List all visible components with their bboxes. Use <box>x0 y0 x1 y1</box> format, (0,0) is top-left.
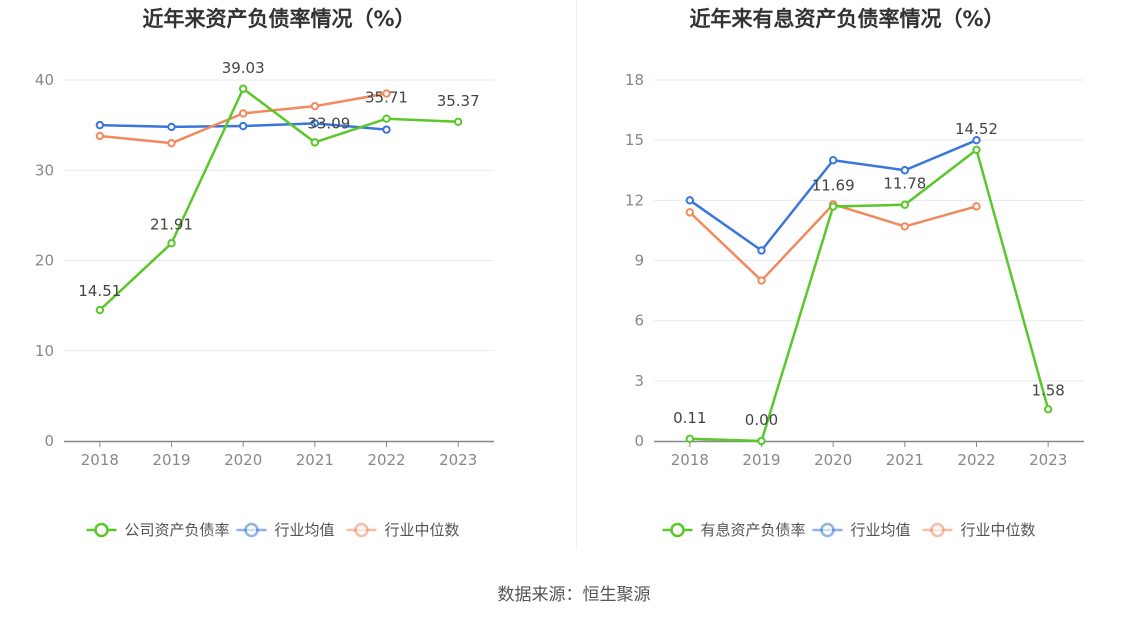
legend-swatch-marker <box>354 522 369 538</box>
data-label: 11.69 <box>812 177 855 195</box>
x-tick-label: 2022 <box>367 451 405 469</box>
y-tick-label: 30 <box>35 161 54 179</box>
data-label: 0.11 <box>673 409 706 427</box>
chart-title: 近年来有息资产负债率情况（%） <box>689 7 1004 31</box>
legend-item-company[interactable]: 公司资产负债率 <box>86 521 230 539</box>
x-tick-label: 2023 <box>439 451 477 469</box>
data-point-company[interactable] <box>453 117 463 126</box>
legend-label: 行业中位数 <box>385 521 460 539</box>
data-point-industry_median[interactable] <box>167 138 176 148</box>
data-point-company[interactable] <box>95 305 105 315</box>
chart-svg: 近年来资产负债率情况（%） 0 10 20 30 40 2018 2019 2020 2021 20… <box>35 7 494 539</box>
y-tick-label: 18 <box>625 71 644 89</box>
x-tick-label: 2022 <box>957 451 995 469</box>
data-point-industry_median[interactable] <box>900 222 910 231</box>
data-point-industry_median[interactable] <box>972 202 981 211</box>
y-tick-label: 9 <box>634 252 644 270</box>
chart-svg: 近年来有息资产负债率情况（%） 0 3 6 9 12 15 18 2018 2019 2020 202… <box>625 7 1084 539</box>
y-tick-label: 6 <box>634 312 644 330</box>
legend-swatch-marker <box>820 522 835 538</box>
legend-swatch-marker <box>930 522 945 538</box>
chart-title: 近年来资产负债率情况（%） <box>142 7 415 31</box>
data-label: 0.00 <box>745 411 778 429</box>
data-point-industry_median[interactable] <box>757 276 766 285</box>
data-point-industry_median[interactable] <box>685 208 695 217</box>
legend-item-industry_median[interactable]: 行业中位数 <box>346 521 460 539</box>
data-point-company[interactable] <box>167 239 176 248</box>
y-tick-label: 12 <box>625 191 644 209</box>
series-line-industry_median <box>688 203 977 282</box>
data-point-industry_avg[interactable] <box>900 166 910 175</box>
y-tick-label: 15 <box>625 131 644 149</box>
y-tick-label: 0 <box>634 432 644 450</box>
data-point-company[interactable] <box>900 200 910 209</box>
data-point-industry_median[interactable] <box>310 101 320 111</box>
x-tick-label: 2020 <box>814 451 852 469</box>
data-label: 35.37 <box>437 92 480 110</box>
data-point-company[interactable] <box>238 84 248 93</box>
data-point-company[interactable] <box>972 145 981 154</box>
data-point-industry_avg[interactable] <box>685 196 695 205</box>
legend-label: 行业均值 <box>275 521 335 539</box>
y-tick-label: 10 <box>35 342 54 360</box>
data-point-industry_median[interactable] <box>238 109 248 118</box>
data-point-industry_avg[interactable] <box>310 119 320 128</box>
data-label: 14.51 <box>78 282 121 300</box>
data-label: 35.71 <box>365 89 408 107</box>
data-point-company[interactable] <box>310 138 320 147</box>
data-label: 21.91 <box>150 215 193 233</box>
legend-label: 行业均值 <box>851 521 911 539</box>
data-point-industry_avg[interactable] <box>972 135 981 145</box>
data-label: 1.58 <box>1031 381 1064 399</box>
data-point-industry_avg[interactable] <box>95 120 105 130</box>
data-point-industry_avg[interactable] <box>382 125 391 134</box>
x-tick-label: 2019 <box>742 451 780 469</box>
chart-panel-interest-debt-ratio: 近年来有息资产负债率情况（%） 0 3 6 9 12 15 18 2018 2019 2020 202… <box>576 0 1148 560</box>
y-tick-label: 0 <box>44 432 54 450</box>
series-line-company <box>98 87 459 311</box>
legend-item-company[interactable]: 有息资产负债率 <box>662 521 806 539</box>
legend-item-industry_avg[interactable]: 行业均值 <box>812 521 911 539</box>
panel-divider <box>576 0 577 550</box>
x-tick-label: 2018 <box>81 451 119 469</box>
data-point-industry_avg[interactable] <box>828 156 838 165</box>
legend-swatch-marker <box>94 522 109 538</box>
x-tick-label: 2020 <box>224 451 262 469</box>
data-point-company[interactable] <box>685 434 695 443</box>
data-label: 39.03 <box>222 59 265 77</box>
data-point-company[interactable] <box>1043 405 1053 414</box>
data-point-industry_avg[interactable] <box>757 246 766 255</box>
data-point-industry_median[interactable] <box>95 131 105 141</box>
data-point-company[interactable] <box>757 436 766 446</box>
x-tick-label: 2018 <box>671 451 709 469</box>
legend-swatch-marker <box>244 522 259 538</box>
data-point-industry_median[interactable] <box>382 89 391 98</box>
data-label: 11.78 <box>883 175 926 193</box>
x-tick-label: 2021 <box>296 451 334 469</box>
data-label: 14.52 <box>955 120 998 138</box>
x-tick-label: 2021 <box>886 451 924 469</box>
x-tick-label: 2019 <box>152 451 190 469</box>
y-tick-label: 40 <box>35 71 54 89</box>
data-point-company[interactable] <box>382 114 391 123</box>
data-label: 33.09 <box>307 114 350 132</box>
chart-panel-debt-ratio: 近年来资产负债率情况（%） 0 10 20 30 40 2018 2019 2020 2021 20… <box>0 0 576 560</box>
legend-swatch-marker <box>670 522 685 538</box>
data-point-industry_avg[interactable] <box>238 121 248 131</box>
legend-label: 有息资产负债率 <box>701 521 806 539</box>
y-tick-label: 20 <box>35 252 54 270</box>
data-point-company[interactable] <box>828 202 838 211</box>
legend-item-industry_avg[interactable]: 行业均值 <box>236 521 335 539</box>
legend-label: 公司资产负债率 <box>125 521 230 539</box>
series-line-company <box>689 148 1050 443</box>
data-point-industry_avg[interactable] <box>167 122 176 132</box>
data-source-note: 数据来源：恒生聚源 <box>497 585 651 605</box>
legend-label: 行业中位数 <box>961 521 1036 539</box>
x-tick-label: 2023 <box>1029 451 1067 469</box>
legend-item-industry_median[interactable]: 行业中位数 <box>922 521 1036 539</box>
y-tick-label: 3 <box>634 372 644 390</box>
